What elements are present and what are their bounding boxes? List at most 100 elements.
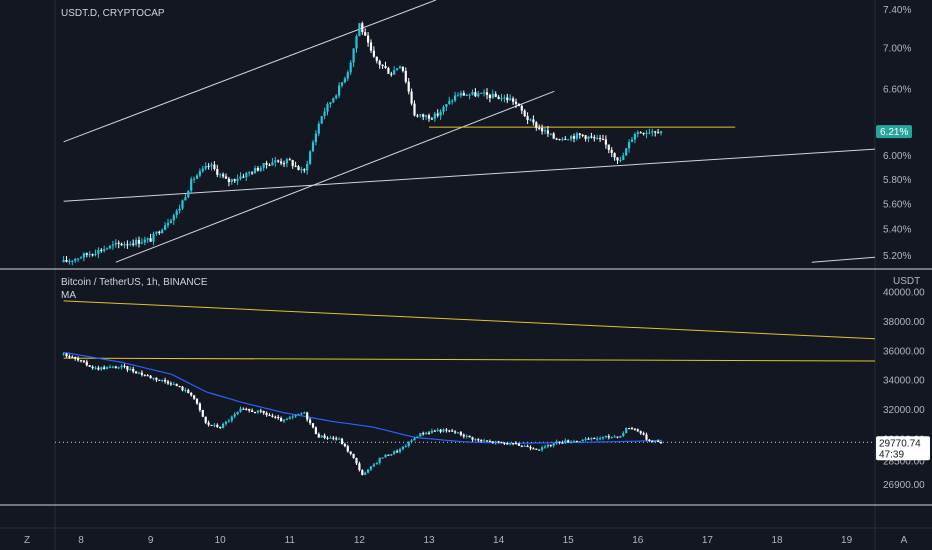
usdt-d-candle-body: [320, 116, 323, 124]
btc-candle-body: [294, 414, 297, 417]
btc-candle-body: [367, 469, 370, 473]
usdt-d-candle-body: [465, 95, 468, 97]
usdt-d-candle-body: [74, 258, 77, 261]
usdt-d-candle-body: [216, 168, 219, 175]
usdt-d-candle-body: [596, 137, 599, 139]
btc-candle-body: [596, 438, 599, 440]
svg-text:29770.74: 29770.74: [879, 438, 921, 449]
usdt-d-candle-body: [604, 139, 607, 145]
usdt-d-candle-body: [161, 229, 164, 233]
btc-candle-body: [622, 433, 625, 437]
usdt-d-candle-body: [314, 133, 317, 143]
usdt-d-candle-body: [204, 165, 207, 169]
usdt-d-candle-body: [575, 133, 578, 139]
horizontal-level-line[interactable]: [63, 357, 875, 362]
usdt-d-candle-body: [233, 179, 236, 181]
usdt-d-candle-body: [633, 134, 636, 140]
price-tick-label: 5.20%: [883, 251, 911, 262]
ma-indicator-label[interactable]: MA: [61, 290, 76, 301]
trendline[interactable]: [63, 0, 437, 143]
bottom-pane-symbol-title: Bitcoin / TetherUS, 1h, BINANCE: [61, 277, 208, 288]
usdt-d-candle-body: [323, 111, 326, 117]
usdt-d-candle-body: [248, 172, 251, 174]
btc-candle-body: [459, 432, 462, 435]
usdt-d-candle-body: [108, 245, 112, 249]
usdt-d-candle-body: [572, 136, 576, 139]
btc-candle-body: [94, 367, 97, 369]
usdt-d-candle-body: [654, 131, 657, 133]
btc-candle-body: [224, 421, 228, 424]
btc-candle-body: [82, 360, 85, 362]
btc-candle-body: [219, 427, 222, 429]
usdt-d-candle-body: [561, 138, 564, 140]
btc-candle-body: [474, 439, 477, 441]
usdt-d-candle-body: [436, 113, 439, 116]
usdt-d-candle-body: [584, 135, 587, 139]
btc-candle-body: [114, 366, 117, 369]
usdt-d-candle-body: [558, 139, 561, 141]
usdt-d-candle-body: [340, 82, 344, 86]
usdt-d-candle-body: [143, 239, 146, 243]
btc-candle-body: [413, 438, 416, 441]
btc-candle-body: [616, 436, 619, 438]
usdt-d-candle-body: [483, 92, 486, 94]
usdt-d-candle-body: [396, 68, 399, 71]
price-tick-label: 5.80%: [883, 175, 911, 186]
btc-candle-body: [306, 412, 309, 420]
usdt-d-candle-body: [297, 166, 300, 170]
usdt-d-candle-body: [459, 93, 462, 96]
btc-candle-body: [506, 443, 509, 445]
btc-candle-body: [274, 416, 277, 418]
usdt-d-candle-body: [477, 93, 480, 97]
usdt-d-candle-body: [555, 138, 558, 140]
btc-candle-body: [390, 453, 393, 456]
btc-candle-body: [497, 441, 500, 443]
btc-candle-body: [639, 431, 642, 434]
usdt-d-candle-body: [251, 172, 254, 174]
btc-candle-body: [259, 410, 262, 412]
usdt-d-candle-body: [178, 208, 181, 211]
btc-candle-body: [358, 463, 361, 471]
btc-candle-body: [68, 356, 71, 358]
btc-candle-body: [120, 365, 123, 368]
log-scale-toggle-icon[interactable]: Z: [24, 535, 30, 546]
btc-candle-body: [71, 356, 74, 358]
btc-candle-body: [369, 466, 373, 470]
trendline[interactable]: [115, 90, 555, 263]
usdt-d-candle-body: [439, 111, 442, 116]
btc-candle-body: [184, 389, 187, 391]
time-axis: 8 9 10 11 12 13 14 15 16 17 18 19: [78, 535, 852, 546]
usdt-d-candle-body: [82, 253, 85, 258]
usdt-d-candle-body: [500, 98, 503, 100]
btc-candle-body: [387, 454, 390, 456]
btc-candle-body: [401, 446, 404, 450]
btc-candle-body: [335, 438, 338, 440]
usdt-d-candle-body: [103, 249, 106, 251]
btc-candle-body: [233, 414, 236, 417]
trendline[interactable]: [811, 256, 875, 263]
usdt-d-candle-body: [114, 242, 117, 245]
btc-candle-body: [651, 440, 654, 443]
btc-candle-body: [216, 424, 219, 428]
trendline[interactable]: [63, 148, 875, 202]
btc-candle-body: [532, 448, 535, 450]
usdt-d-candle-body: [474, 92, 477, 97]
usdt-d-candle-body: [126, 244, 129, 246]
usdt-d-candle-body: [253, 167, 257, 174]
horizontal-level-line[interactable]: [63, 300, 875, 340]
usdt-d-candle-body: [413, 103, 416, 116]
btc-candle-body: [320, 435, 323, 438]
usdt-d-candle-body: [578, 133, 581, 135]
price-tick-label: 38000.00: [883, 317, 925, 328]
btc-candle-body: [485, 440, 489, 442]
usdt-d-candle-body: [532, 119, 535, 123]
usdt-d-candle-body: [422, 114, 425, 117]
usdt-d-candle-body: [526, 116, 529, 120]
usdt-d-candle-body: [517, 103, 520, 106]
btc-candle-body: [74, 357, 77, 359]
time-tick-label: 9: [148, 535, 154, 546]
auto-scale-toggle-icon[interactable]: A: [901, 535, 908, 546]
btc-candle-body: [561, 442, 564, 444]
usdt-d-candle-body: [239, 176, 242, 179]
